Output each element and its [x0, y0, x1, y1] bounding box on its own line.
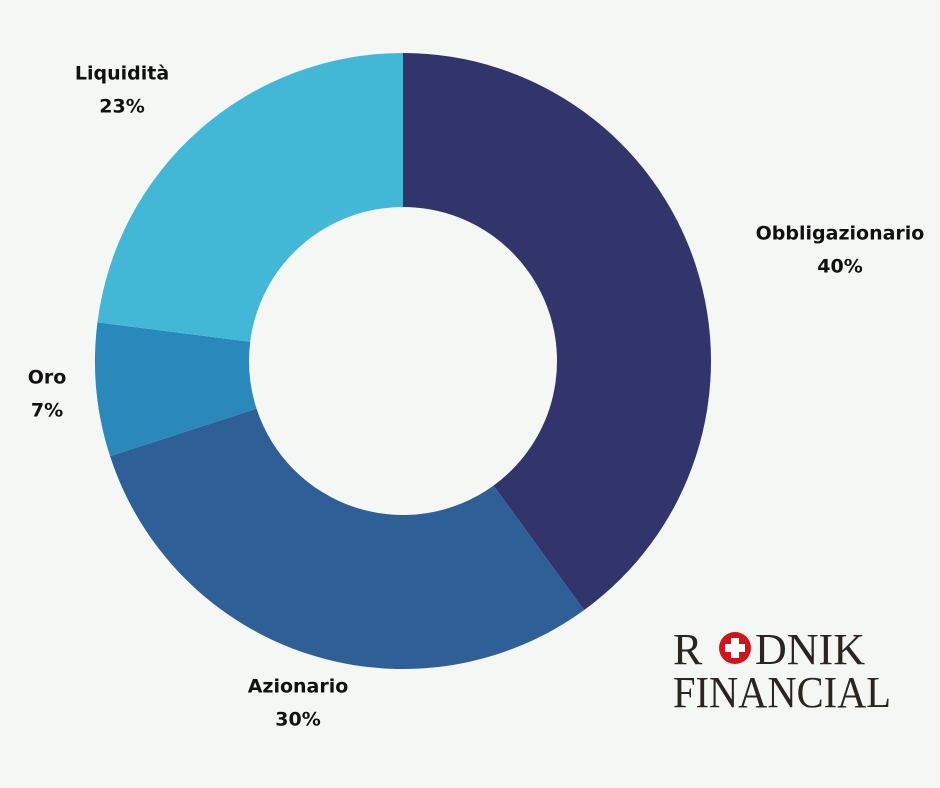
- value-label: 30%: [275, 709, 320, 731]
- logo-text: DNIK: [755, 625, 865, 674]
- slice-label: Oro: [28, 367, 67, 389]
- value-label: 7%: [31, 400, 63, 422]
- value-label: 40%: [817, 256, 862, 278]
- donut-slice: [97, 53, 403, 342]
- donut-slice: [110, 408, 585, 669]
- value-label: 23%: [99, 96, 144, 118]
- logo-text: FINANCIAL: [673, 668, 891, 717]
- donut-slice: [403, 53, 712, 611]
- logo: R DNIK FINANCIAL: [673, 625, 891, 717]
- slice-label: Azionario: [248, 676, 349, 698]
- logo-cross: [725, 644, 745, 652]
- donut-slice: [94, 322, 257, 457]
- slice-label: Liquidità: [75, 63, 169, 85]
- slice-label: Obbligazionario: [756, 223, 925, 245]
- logo-text: R: [673, 625, 703, 674]
